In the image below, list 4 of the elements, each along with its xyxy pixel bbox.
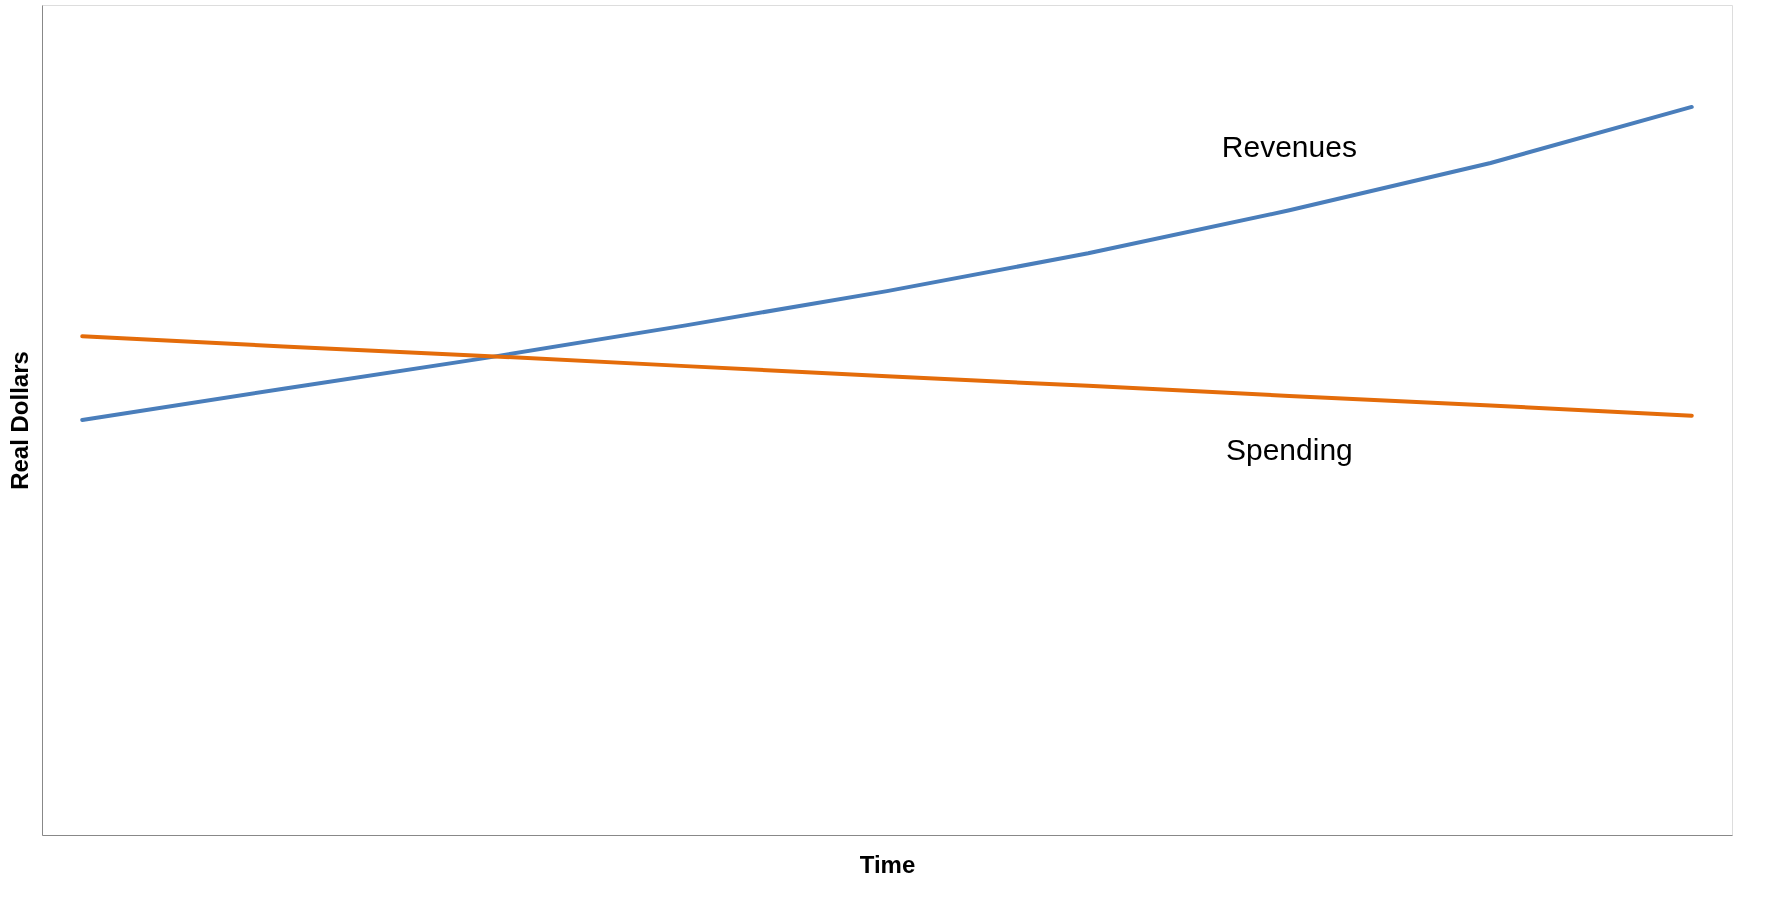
y-axis-title: Real Dollars <box>5 351 33 490</box>
series-label: Revenues <box>1221 130 1357 164</box>
series-label: Spending <box>1225 432 1353 466</box>
x-axis-title: Time <box>859 850 916 878</box>
